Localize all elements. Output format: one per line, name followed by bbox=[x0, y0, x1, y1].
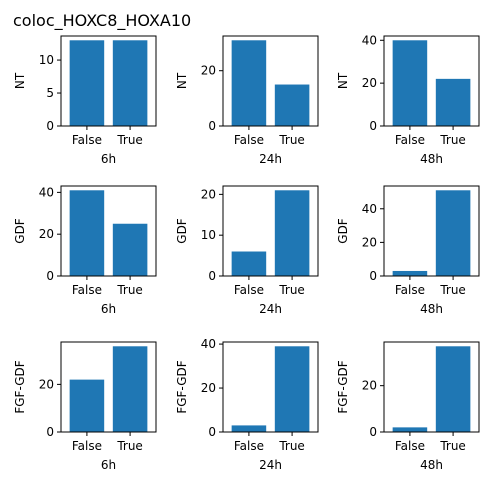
axes-frame bbox=[383, 341, 480, 433]
axes-frame bbox=[222, 341, 319, 433]
subplot-8: 0 20 40 False True 24h FGF-GDF bbox=[175, 337, 319, 472]
x-tick-label: True bbox=[278, 133, 305, 147]
bar-true bbox=[435, 346, 471, 432]
y-tick-label: 0 bbox=[46, 269, 54, 283]
y-tick-label: 5 bbox=[46, 86, 54, 100]
y-tick-label: 40 bbox=[362, 33, 377, 47]
x-tick-label: True bbox=[439, 133, 466, 147]
x-tick-label: False bbox=[72, 133, 102, 147]
x-tick-label: True bbox=[278, 283, 305, 297]
y-tick-label: 40 bbox=[362, 202, 377, 216]
x-axis-label: 24h bbox=[259, 458, 282, 472]
y-axis-label: FGF-GDF bbox=[13, 360, 27, 413]
bar-true bbox=[112, 346, 148, 432]
y-tick-label: 0 bbox=[208, 269, 216, 283]
x-axis-label: 24h bbox=[259, 302, 282, 316]
x-axis-label: 6h bbox=[101, 152, 116, 166]
y-tick-label: 20 bbox=[362, 379, 377, 393]
x-axis-label: 6h bbox=[101, 458, 116, 472]
y-tick-label: 0 bbox=[208, 119, 216, 133]
axes-frame bbox=[383, 35, 480, 127]
x-axis-label: 48h bbox=[420, 458, 443, 472]
axes-frame bbox=[60, 341, 157, 433]
bar-true bbox=[274, 346, 310, 432]
axes-frame bbox=[222, 185, 319, 277]
subplot-6: 0 20 40 False True 48h GDF bbox=[336, 185, 480, 316]
y-axis-label: GDF bbox=[336, 218, 350, 244]
x-tick-label: False bbox=[234, 439, 264, 453]
bar-true bbox=[274, 190, 310, 276]
axes-frame bbox=[60, 35, 157, 127]
axes-frame bbox=[222, 35, 319, 127]
x-axis-label: 48h bbox=[420, 302, 443, 316]
x-tick-label: True bbox=[439, 439, 466, 453]
x-tick-label: True bbox=[116, 283, 143, 297]
y-axis-label: FGF-GDF bbox=[175, 360, 189, 413]
x-tick-label: False bbox=[72, 283, 102, 297]
y-tick-label: 40 bbox=[39, 185, 54, 199]
subplot-5: 0 10 20 False True 24h GDF bbox=[175, 185, 319, 316]
bar-true bbox=[435, 190, 471, 276]
subplot-2: 0 20 False True 24h NT bbox=[175, 35, 319, 166]
x-tick-label: False bbox=[395, 133, 425, 147]
x-axis-label: 48h bbox=[420, 152, 443, 166]
bar-true bbox=[435, 78, 471, 126]
x-tick-label: True bbox=[439, 283, 466, 297]
x-tick-label: True bbox=[278, 439, 305, 453]
bar-false bbox=[392, 427, 428, 432]
y-tick-label: 20 bbox=[201, 381, 216, 395]
x-tick-label: False bbox=[234, 283, 264, 297]
y-axis-label: NT bbox=[13, 72, 27, 89]
bar-false bbox=[231, 40, 267, 126]
y-axis-label: GDF bbox=[13, 218, 27, 244]
y-tick-label: 10 bbox=[201, 228, 216, 242]
x-tick-label: False bbox=[395, 283, 425, 297]
bar-true bbox=[112, 223, 148, 276]
x-axis-label: 24h bbox=[259, 152, 282, 166]
axes-frame bbox=[60, 185, 157, 277]
y-tick-label: 20 bbox=[362, 76, 377, 90]
x-axis-label: 6h bbox=[101, 302, 116, 316]
bar-false bbox=[69, 40, 105, 126]
bar-true bbox=[112, 40, 148, 126]
y-tick-label: 20 bbox=[201, 64, 216, 78]
x-tick-label: False bbox=[234, 133, 264, 147]
y-tick-label: 20 bbox=[39, 227, 54, 241]
bar-false bbox=[231, 425, 267, 432]
bar-false bbox=[392, 40, 428, 126]
y-axis-label: GDF bbox=[175, 218, 189, 244]
y-tick-label: 20 bbox=[362, 235, 377, 249]
y-tick-label: 0 bbox=[369, 425, 377, 439]
bar-false bbox=[392, 270, 428, 276]
bar-false bbox=[231, 251, 267, 276]
y-tick-label: 0 bbox=[369, 119, 377, 133]
axes-frame bbox=[383, 185, 480, 277]
subplot-9: 0 20 False True 48h FGF-GDF bbox=[336, 341, 480, 472]
y-tick-label: 0 bbox=[369, 269, 377, 283]
x-tick-label: False bbox=[395, 439, 425, 453]
x-tick-label: False bbox=[72, 439, 102, 453]
bar-false bbox=[69, 190, 105, 276]
y-tick-label: 20 bbox=[201, 187, 216, 201]
y-axis-label: NT bbox=[175, 72, 189, 89]
bar-false bbox=[69, 379, 105, 432]
x-tick-label: True bbox=[116, 439, 143, 453]
bar-true bbox=[274, 84, 310, 126]
y-tick-label: 0 bbox=[46, 119, 54, 133]
y-axis-label: FGF-GDF bbox=[336, 360, 350, 413]
y-tick-label: 10 bbox=[39, 53, 54, 67]
figure-title: coloc_HOXC8_HOXA10 bbox=[13, 11, 191, 31]
y-tick-label: 20 bbox=[39, 377, 54, 391]
y-tick-label: 0 bbox=[208, 425, 216, 439]
y-axis-label: NT bbox=[336, 72, 350, 89]
y-tick-label: 40 bbox=[201, 337, 216, 351]
x-tick-label: True bbox=[116, 133, 143, 147]
subplot-3: 0 20 40 False True 48h NT bbox=[336, 33, 480, 166]
y-tick-label: 0 bbox=[46, 425, 54, 439]
